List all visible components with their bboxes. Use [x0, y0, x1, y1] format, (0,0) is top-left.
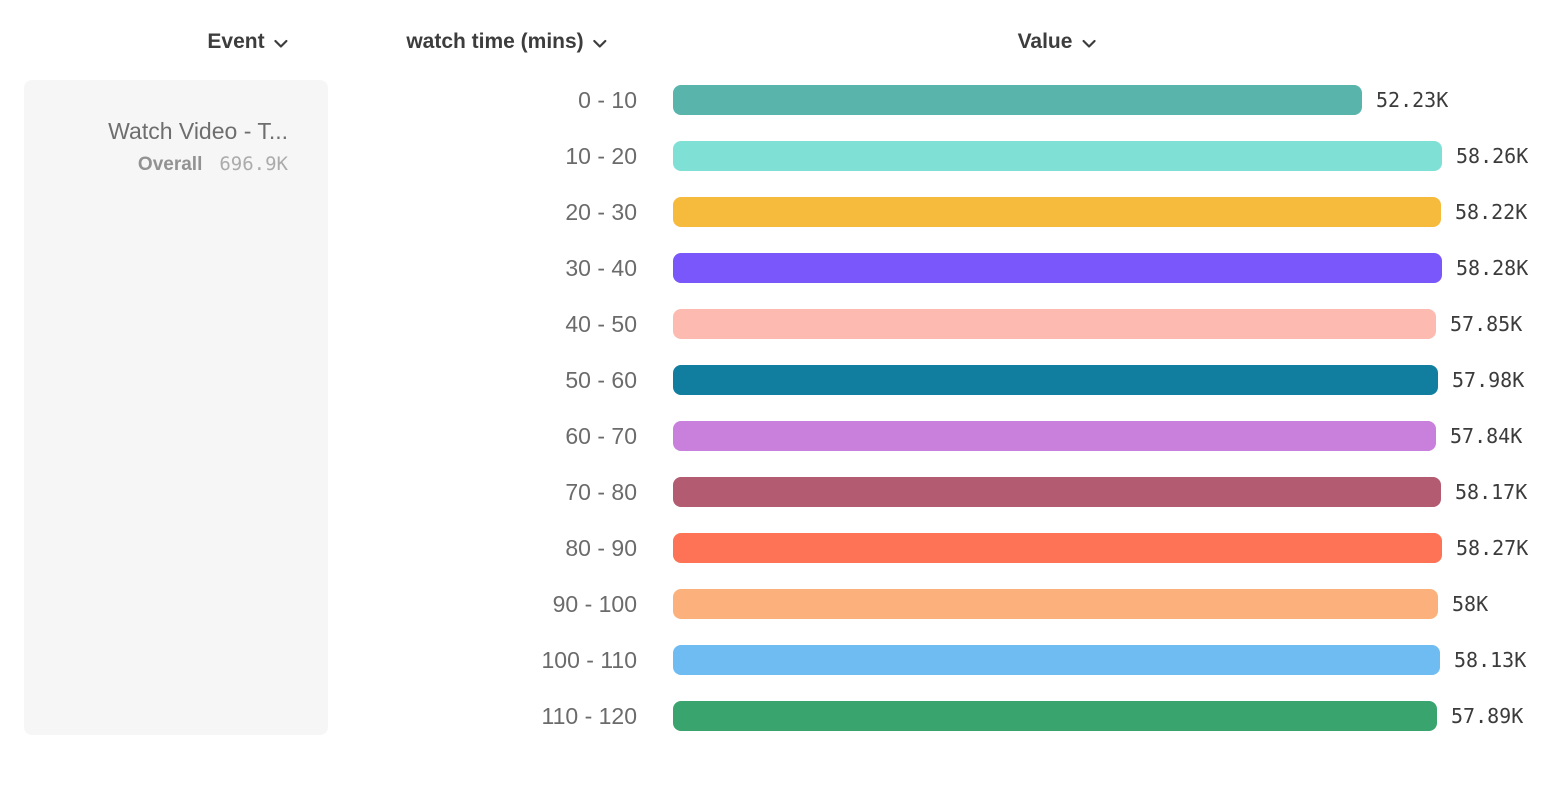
chart-row: 100 - 110 58.13K [0, 640, 1568, 696]
bar-value-label: 58.27K [1456, 536, 1529, 560]
chevron-down-icon [274, 39, 289, 49]
event-column-label: Event [207, 30, 265, 53]
bucket-label: 50 - 60 [565, 367, 637, 393]
bar-value-label: 58.28K [1456, 256, 1529, 280]
bar[interactable] [673, 253, 1442, 283]
bar-value-label: 57.85K [1450, 312, 1523, 336]
overall-value: 696.9K [219, 153, 288, 175]
chart-row: 50 - 60 57.98K [0, 360, 1568, 416]
bar-value-label: 58.13K [1454, 648, 1527, 672]
bar-area: 57.84K [673, 421, 1522, 451]
bar-value-label: 58.17K [1455, 480, 1528, 504]
bar[interactable] [673, 701, 1437, 731]
chart-row: 60 - 70 57.84K [0, 416, 1568, 472]
chevron-down-icon [593, 39, 608, 49]
bucket-label: 70 - 80 [565, 479, 637, 505]
bar[interactable] [673, 477, 1441, 507]
bucket-label: 100 - 110 [541, 647, 637, 673]
value-column-label: Value [1017, 30, 1073, 53]
chart-row: 90 - 100 58K [0, 584, 1568, 640]
bar-area: 58.27K [673, 533, 1528, 563]
bar-area: 58K [673, 589, 1488, 619]
bar-value-label: 52.23K [1376, 88, 1449, 112]
event-name: Watch Video - T... [108, 118, 288, 144]
bar-area: 57.98K [673, 365, 1524, 395]
bar-value-label: 58.26K [1456, 144, 1529, 168]
bucket-label: 0 - 10 [578, 87, 637, 113]
bar[interactable] [673, 589, 1438, 619]
chart-row: 20 - 30 58.22K [0, 192, 1568, 248]
event-column-header[interactable]: Event [207, 28, 288, 56]
bucket-label: 110 - 120 [541, 703, 637, 729]
bar-area: 57.89K [673, 701, 1523, 731]
chart-row: 40 - 50 57.85K [0, 304, 1568, 360]
bar[interactable] [673, 197, 1441, 227]
bar-area: 58.13K [673, 645, 1526, 675]
bar[interactable] [673, 365, 1438, 395]
bucket-label: 60 - 70 [565, 423, 637, 449]
value-column-header[interactable]: Value [1018, 28, 1097, 56]
bar-area: 58.26K [673, 141, 1528, 171]
chevron-down-icon [1081, 39, 1096, 49]
chart-row: 70 - 80 58.17K [0, 472, 1568, 528]
bar-area: 58.28K [673, 253, 1528, 283]
bar-value-label: 57.84K [1450, 424, 1523, 448]
chart-row: 80 - 90 58.27K [0, 528, 1568, 584]
bar[interactable] [673, 141, 1442, 171]
chart-row: 10 - 20 58.26K [0, 136, 1568, 192]
chart-row: 0 - 10 52.23K [0, 80, 1568, 136]
bar[interactable] [673, 85, 1362, 115]
overall-row: Overall 696.9K [24, 153, 288, 176]
bar-area: 57.85K [673, 309, 1522, 339]
bucket-label: 90 - 100 [552, 591, 637, 617]
event-card[interactable]: Watch Video - T... Overall 696.9K [24, 80, 328, 735]
bucket-label: 80 - 90 [565, 535, 637, 561]
bar-value-label: 58K [1452, 592, 1489, 616]
bar-area: 58.17K [673, 477, 1527, 507]
breakdown-column-label: watch time (mins) [406, 30, 584, 53]
overall-label: Overall [137, 154, 203, 175]
bar-chart: 0 - 10 52.23K 10 - 20 58.26K 20 - 30 58.… [0, 80, 1568, 752]
chart-row: 30 - 40 58.28K [0, 248, 1568, 304]
bar[interactable] [673, 421, 1436, 451]
bucket-label: 10 - 20 [565, 143, 637, 169]
bar-value-label: 58.22K [1455, 200, 1528, 224]
bucket-label: 20 - 30 [565, 199, 637, 225]
bar[interactable] [673, 309, 1436, 339]
bar[interactable] [673, 645, 1440, 675]
bar[interactable] [673, 533, 1442, 563]
chart-row: 110 - 120 57.89K [0, 696, 1568, 752]
bucket-label: 30 - 40 [565, 255, 637, 281]
bar-value-label: 57.98K [1452, 368, 1525, 392]
breakdown-column-header[interactable]: watch time (mins) [406, 28, 607, 56]
bar-area: 58.22K [673, 197, 1527, 227]
bar-area: 52.23K [673, 85, 1448, 115]
bucket-label: 40 - 50 [565, 311, 637, 337]
bar-value-label: 57.89K [1451, 704, 1524, 728]
